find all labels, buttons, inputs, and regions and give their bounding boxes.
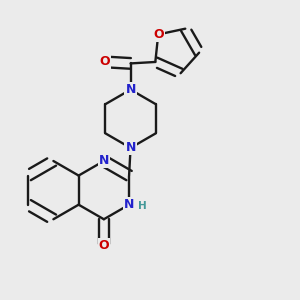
Text: N: N [99,154,109,167]
Text: N: N [124,198,134,211]
Text: N: N [125,83,136,96]
Text: O: O [99,56,110,68]
Text: O: O [153,28,164,41]
Text: O: O [98,239,109,252]
Text: N: N [125,141,136,154]
Text: H: H [138,201,147,211]
